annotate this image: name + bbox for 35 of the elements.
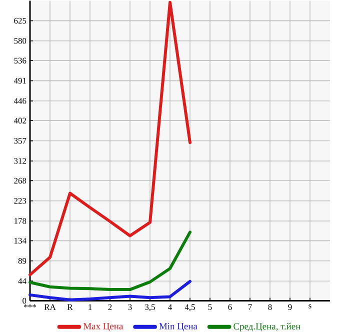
x-tick-label: 1 bbox=[88, 304, 92, 310]
y-tick-label: 268 bbox=[14, 178, 26, 184]
y-tick-label: 402 bbox=[14, 118, 26, 124]
y-tick-label: 491 bbox=[14, 78, 26, 84]
x-tick-label: 6 bbox=[228, 304, 232, 310]
x-tick-label: *** bbox=[24, 304, 36, 308]
y-tick-label: 0 bbox=[22, 298, 26, 304]
x-tick-label: 4,5 bbox=[184, 304, 195, 312]
x-tick-label: 5 bbox=[208, 304, 212, 310]
x-tick-label: 3 bbox=[128, 304, 132, 310]
y-tick-label: 357 bbox=[14, 138, 26, 144]
y-tick-label: 134 bbox=[14, 238, 26, 244]
y-tick-label: 312 bbox=[14, 158, 26, 164]
x-tick-label: 2 bbox=[108, 304, 112, 310]
line-series bbox=[28, 230, 192, 292]
y-tick-label: 89 bbox=[18, 258, 26, 264]
y-tick-label: 536 bbox=[14, 58, 26, 64]
x-tick-label: 3,5 bbox=[145, 304, 155, 312]
y-tick-label: 223 bbox=[14, 198, 26, 204]
legend-label: Max Цена bbox=[83, 323, 124, 332]
x-tick-label: RA bbox=[44, 304, 56, 310]
y-tick-label: 580 bbox=[14, 38, 26, 44]
legend-label: Min Цена bbox=[159, 323, 198, 332]
y-tick-label: 446 bbox=[14, 98, 26, 104]
y-tick-label: 44 bbox=[18, 278, 26, 284]
x-tick-label: 4 bbox=[168, 304, 172, 310]
x-tick-label: 9 bbox=[288, 304, 292, 310]
y-tick-label: 625 bbox=[14, 18, 26, 24]
x-tick-label: 8 bbox=[268, 304, 272, 310]
y-tick-label: 178 bbox=[14, 218, 26, 224]
x-tick-label: R bbox=[67, 304, 73, 310]
x-tick-label: s bbox=[308, 304, 312, 308]
x-tick-label: 7 bbox=[248, 304, 252, 310]
line-series bbox=[28, 0, 192, 276]
legend-label: Сред.Цена, т.йен bbox=[234, 323, 300, 332]
